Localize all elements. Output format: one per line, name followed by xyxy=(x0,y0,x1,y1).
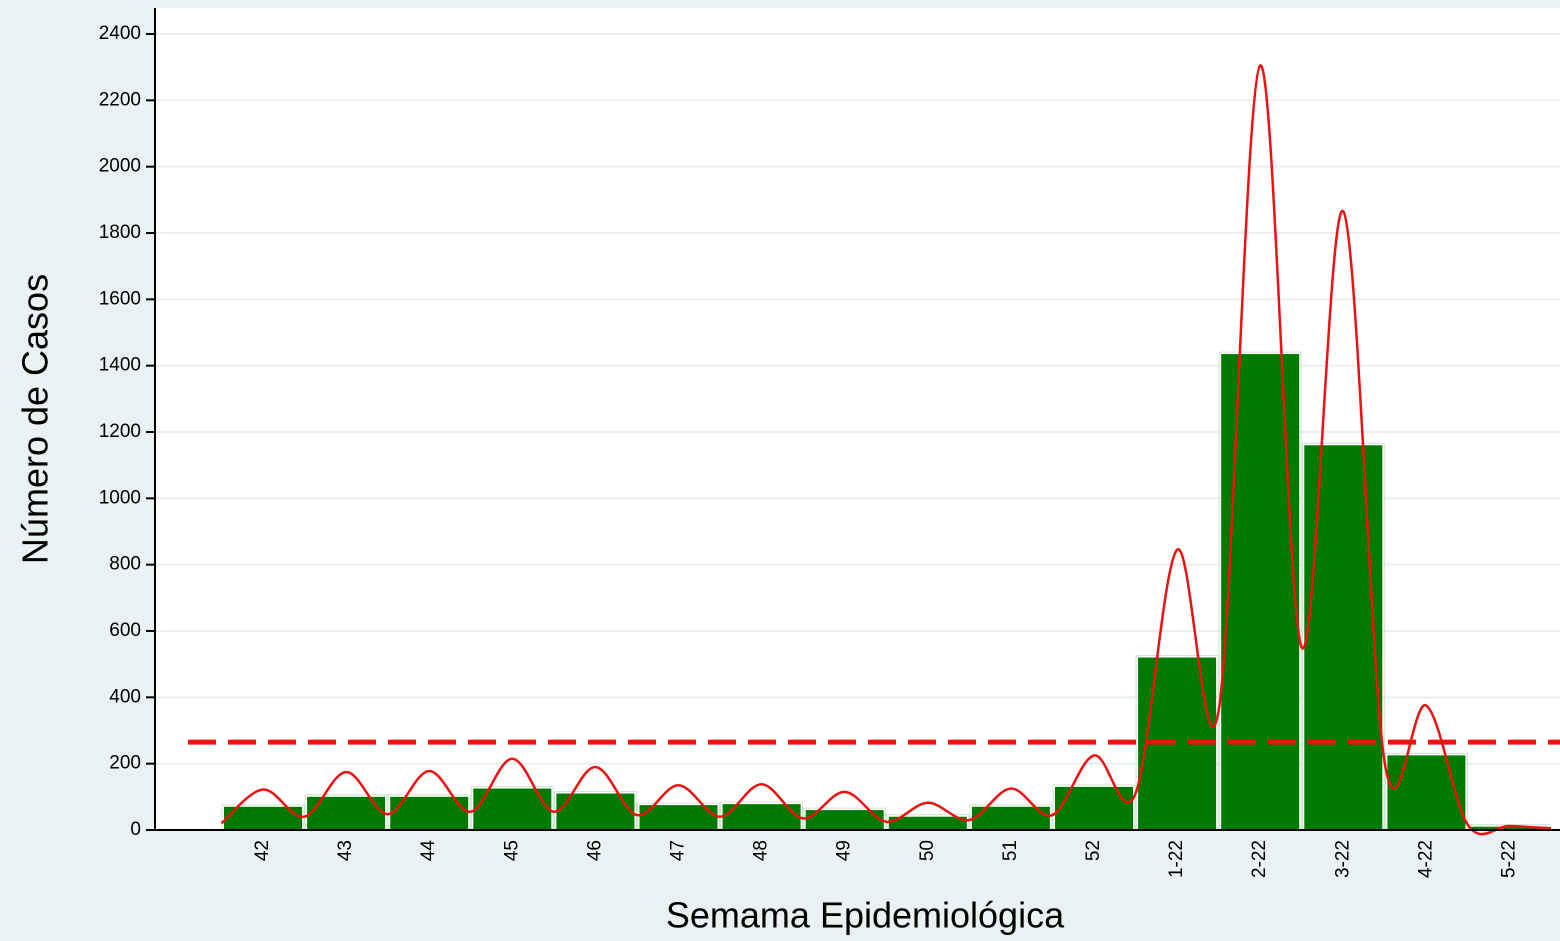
x-tick-label: 3-22 xyxy=(1332,840,1353,878)
x-tick-label: 42 xyxy=(252,840,273,861)
grid xyxy=(155,33,1560,831)
y-tick-label: 2000 xyxy=(99,156,141,177)
bar xyxy=(971,806,1050,830)
x-tick-label: 1-22 xyxy=(1166,840,1187,878)
x-tick-label: 2-22 xyxy=(1249,840,1270,878)
bar xyxy=(639,805,718,830)
bar xyxy=(888,816,967,830)
x-tick-label: 51 xyxy=(1000,840,1021,861)
y-tick-label: 1600 xyxy=(99,288,141,309)
y-tick-label: 1400 xyxy=(99,355,141,376)
x-tick-label: 52 xyxy=(1083,840,1104,861)
x-tick-label: 4-22 xyxy=(1415,840,1436,878)
bar xyxy=(805,810,884,830)
bar xyxy=(1470,826,1549,830)
y-tick-label: 600 xyxy=(109,620,141,641)
x-tick-label: 48 xyxy=(751,840,772,861)
x-tick-label: 50 xyxy=(917,840,938,861)
y-tick-label: 1800 xyxy=(99,222,141,243)
x-tick-label: 46 xyxy=(584,840,605,861)
x-tick-label: 43 xyxy=(335,840,356,861)
bar xyxy=(1055,786,1133,830)
y-tick-label: 1000 xyxy=(99,487,141,508)
y-tick-label: 2200 xyxy=(99,89,141,110)
bar xyxy=(1387,755,1466,830)
bar xyxy=(224,806,302,830)
x-axis-title: Semama Epidemiológica xyxy=(666,895,1065,936)
x-tick-label: 47 xyxy=(668,840,689,861)
y-tick-label: 400 xyxy=(109,686,141,707)
curve xyxy=(220,64,1552,836)
y-tick-label: 0 xyxy=(130,819,141,840)
x-tick-label: 49 xyxy=(834,840,855,861)
x-tick-label: 45 xyxy=(501,840,522,861)
y-tick-label: 200 xyxy=(109,753,141,774)
y-tick-label: 2400 xyxy=(99,23,141,44)
marks xyxy=(188,64,1560,836)
y-tick-label: 1200 xyxy=(99,421,141,442)
bar xyxy=(1221,354,1300,830)
x-tick-label: 44 xyxy=(418,840,439,862)
bar xyxy=(1304,445,1383,830)
y-tick-label: 800 xyxy=(109,554,141,575)
y-axis-title: Número de Casos xyxy=(15,274,56,564)
x-tick-label: 5-22 xyxy=(1499,840,1520,878)
